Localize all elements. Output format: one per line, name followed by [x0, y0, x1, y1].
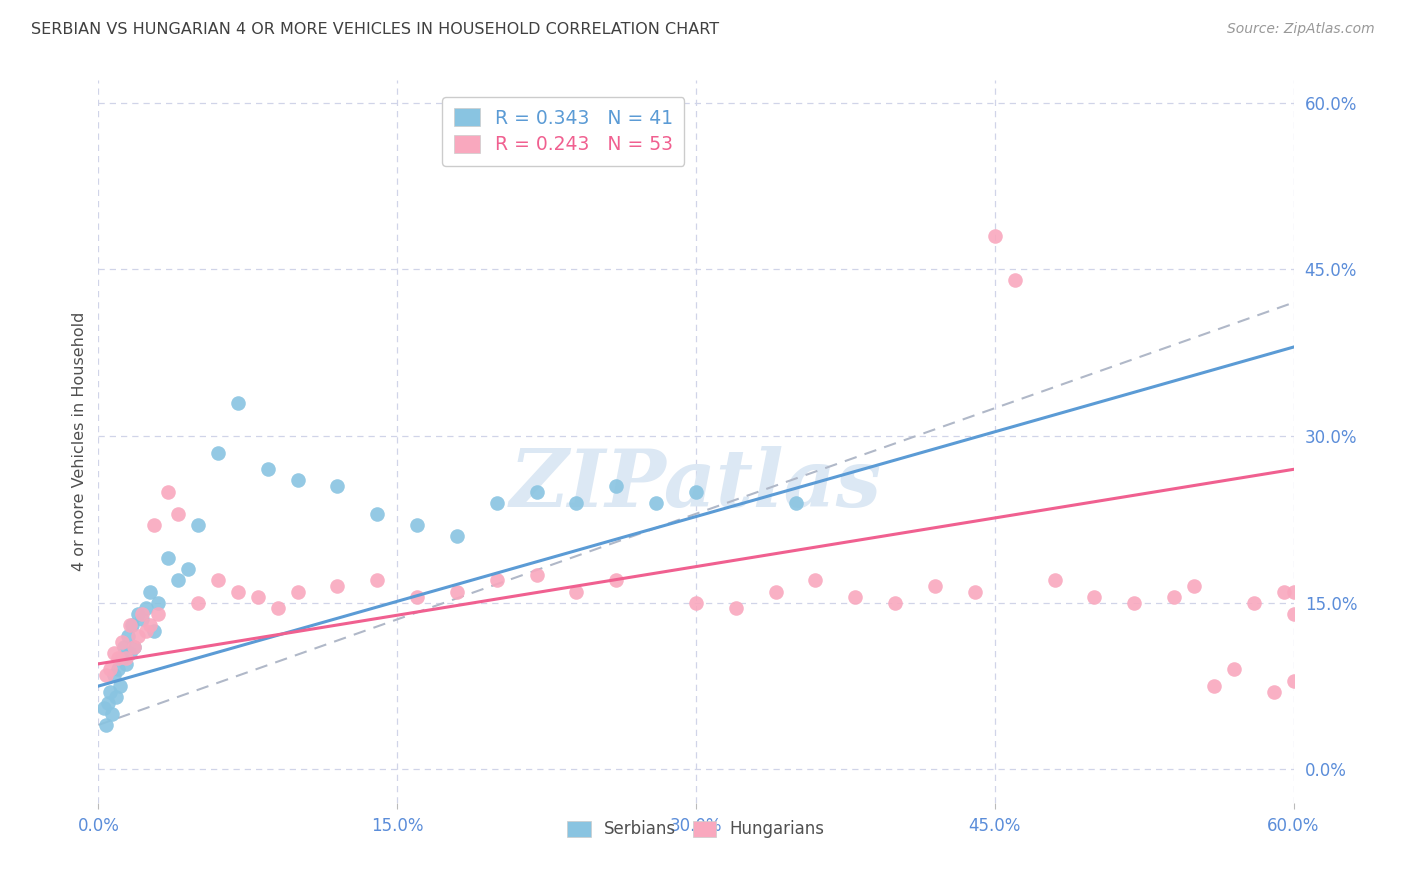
Text: SERBIAN VS HUNGARIAN 4 OR MORE VEHICLES IN HOUSEHOLD CORRELATION CHART: SERBIAN VS HUNGARIAN 4 OR MORE VEHICLES …: [31, 22, 718, 37]
Point: [1223, 662, 1246, 676]
Point: [1272, 584, 1295, 599]
Legend: Serbians, Hungarians: Serbians, Hungarians: [561, 814, 831, 845]
Point: [207, 445, 229, 459]
Point: [765, 584, 787, 599]
Point: [105, 690, 128, 705]
Text: ZIPatlas: ZIPatlas: [510, 446, 882, 524]
Point: [96, 668, 118, 682]
Point: [724, 601, 747, 615]
Point: [143, 624, 166, 638]
Point: [326, 579, 349, 593]
Point: [131, 607, 153, 621]
Point: [685, 484, 707, 499]
Point: [1123, 596, 1146, 610]
Point: [177, 562, 200, 576]
Point: [366, 507, 388, 521]
Point: [485, 496, 508, 510]
Point: [107, 662, 129, 676]
Point: [115, 657, 138, 671]
Point: [406, 517, 429, 532]
Point: [187, 596, 209, 610]
Point: [1282, 673, 1305, 688]
Point: [187, 517, 209, 532]
Point: [120, 618, 142, 632]
Point: [167, 574, 190, 588]
Point: [112, 640, 135, 655]
Point: [135, 601, 157, 615]
Point: [135, 624, 157, 638]
Point: [963, 584, 986, 599]
Point: [256, 462, 278, 476]
Point: [1083, 590, 1105, 604]
Point: [107, 651, 129, 665]
Point: [565, 584, 588, 599]
Point: [157, 484, 180, 499]
Point: [120, 646, 142, 660]
Point: [1243, 596, 1265, 610]
Point: [93, 701, 115, 715]
Point: [785, 496, 807, 510]
Point: [605, 479, 627, 493]
Point: [804, 574, 827, 588]
Point: [96, 718, 118, 732]
Point: [124, 640, 146, 655]
Point: [226, 584, 249, 599]
Point: [207, 574, 229, 588]
Point: [98, 662, 122, 676]
Point: [167, 507, 190, 521]
Point: [127, 607, 149, 621]
Point: [1282, 607, 1305, 621]
Point: [139, 618, 162, 632]
Point: [117, 629, 139, 643]
Point: [287, 474, 309, 488]
Point: [226, 395, 249, 409]
Point: [115, 651, 138, 665]
Point: [844, 590, 866, 604]
Text: Source: ZipAtlas.com: Source: ZipAtlas.com: [1227, 22, 1375, 37]
Point: [1263, 684, 1285, 698]
Point: [101, 706, 124, 721]
Point: [1004, 273, 1026, 287]
Point: [565, 496, 588, 510]
Point: [131, 612, 153, 626]
Point: [97, 696, 120, 710]
Point: [884, 596, 907, 610]
Point: [267, 601, 290, 615]
Point: [446, 529, 468, 543]
Point: [124, 640, 146, 655]
Point: [366, 574, 388, 588]
Point: [127, 629, 149, 643]
Point: [157, 551, 180, 566]
Point: [111, 634, 134, 648]
Point: [1182, 579, 1205, 593]
Point: [1043, 574, 1066, 588]
Point: [111, 651, 134, 665]
Point: [685, 596, 707, 610]
Point: [1163, 590, 1185, 604]
Point: [148, 596, 170, 610]
Point: [98, 684, 122, 698]
Point: [121, 618, 143, 632]
Point: [246, 590, 269, 604]
Point: [924, 579, 946, 593]
Point: [103, 646, 125, 660]
Point: [984, 228, 1007, 243]
Point: [526, 484, 548, 499]
Point: [485, 574, 508, 588]
Point: [446, 584, 468, 599]
Point: [110, 679, 132, 693]
Point: [406, 590, 429, 604]
Point: [526, 568, 548, 582]
Point: [1282, 584, 1305, 599]
Point: [1202, 679, 1225, 693]
Point: [645, 496, 668, 510]
Point: [139, 584, 162, 599]
Point: [605, 574, 627, 588]
Point: [103, 668, 125, 682]
Point: [148, 607, 170, 621]
Point: [287, 584, 309, 599]
Point: [143, 517, 166, 532]
Point: [326, 479, 349, 493]
Y-axis label: 4 or more Vehicles in Household: 4 or more Vehicles in Household: [72, 312, 87, 571]
